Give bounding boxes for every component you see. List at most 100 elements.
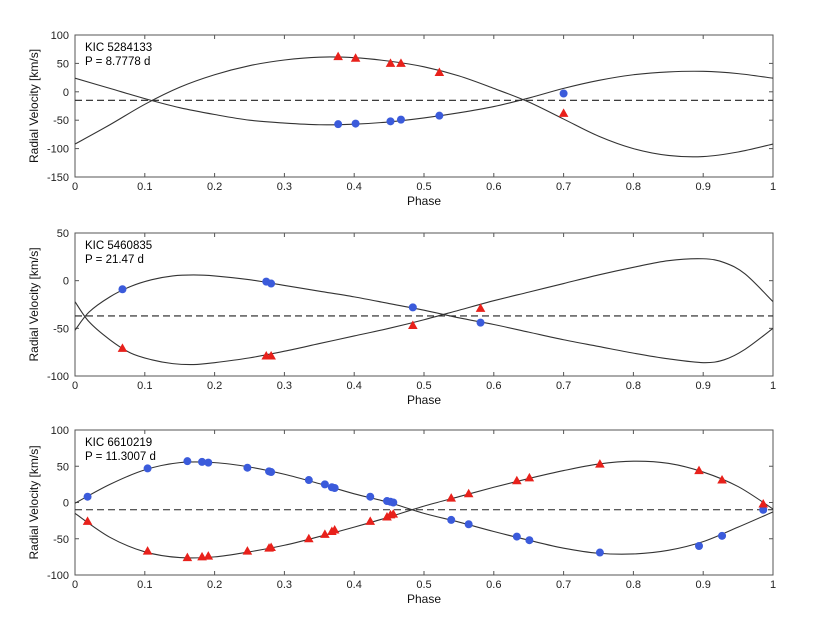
primary-data-point: [143, 464, 152, 473]
x-tick-label: 0.9: [696, 380, 711, 392]
primary-data-point: [389, 498, 398, 507]
x-axis-label: Phase: [407, 393, 441, 407]
x-tick-label: 0.4: [347, 579, 362, 591]
secondary-data-point: [182, 552, 193, 562]
primary-data-point: [396, 115, 405, 124]
y-tick-label: 50: [57, 228, 69, 240]
primary-data-point: [695, 542, 704, 550]
x-tick-label: 0.1: [137, 579, 152, 591]
x-tick-label: 0.9: [696, 579, 711, 591]
primary-data-point: [718, 531, 727, 540]
primary-data-point: [267, 468, 276, 477]
y-tick-label: -50: [53, 534, 69, 546]
secondary-data-point: [385, 58, 396, 67]
primary-data-point: [320, 480, 329, 489]
secondary-data-point: [524, 472, 535, 482]
x-tick-label: 0.5: [416, 579, 431, 591]
primary-data-point: [243, 463, 252, 472]
secondary-model-curve: [75, 258, 773, 366]
x-tick-label: 1: [770, 579, 776, 591]
x-tick-label: 0.4: [347, 181, 362, 193]
secondary-data-point: [266, 542, 276, 551]
panel-2: 0 0.1 0.2 0.3 0.4 0.5 0.6 0.7 0.8 0.9 1 50 0 -50 -100 P…: [27, 228, 776, 407]
period-label: P = 11.3007 d: [85, 451, 156, 463]
primary-data-point: [559, 89, 568, 98]
y-axis-label: Radial Velocity [km/s]: [27, 445, 41, 559]
primary-data-point: [183, 457, 192, 466]
object-label: KIC 6610219: [85, 437, 152, 449]
primary-data-point: [118, 285, 127, 294]
x-tick-label: 0: [72, 181, 78, 193]
primary-data-point: [464, 520, 473, 529]
period-label: P = 21.47 d: [85, 254, 144, 266]
x-tick-label: 0.2: [207, 181, 222, 193]
x-tick-label: 0.2: [207, 579, 222, 591]
primary-data-point: [408, 303, 417, 312]
x-tick-label: 0.8: [626, 181, 641, 193]
primary-data-point: [267, 279, 276, 288]
secondary-data-point: [512, 475, 522, 485]
y-tick-label: -50: [53, 323, 69, 335]
plot-frame: [74, 232, 774, 377]
primary-data-point: [435, 111, 444, 120]
x-tick-label: 0.1: [137, 380, 152, 392]
period-label: P = 8.7778 d: [85, 56, 150, 68]
y-tick-label: -100: [47, 570, 69, 582]
plot-frame: [74, 429, 774, 576]
primary-data-point: [386, 117, 395, 126]
x-axis-label: Phase: [407, 592, 441, 606]
secondary-data-point: [475, 303, 486, 312]
secondary-data-point: [558, 108, 569, 117]
x-tick-label: 0.2: [207, 380, 222, 392]
secondary-data-point: [117, 343, 128, 352]
primary-data-point: [512, 532, 521, 541]
secondary-data-point: [266, 350, 276, 360]
panel-1: 0 0.1 0.2 0.3 0.4 0.5 0.6 0.7 0.8 0.9 1 100 50 0 -50 -1…: [27, 30, 776, 208]
primary-data-point: [83, 492, 92, 501]
secondary-data-point: [242, 546, 253, 555]
primary-data-point: [759, 505, 768, 514]
y-axis-label: Radial Velocity [km/s]: [27, 247, 41, 361]
x-tick-label: 0.6: [486, 181, 501, 193]
secondary-data-point: [717, 475, 727, 484]
secondary-data-point: [396, 58, 406, 67]
y-tick-label: -50: [53, 115, 69, 127]
x-tick-label: 0.3: [277, 181, 292, 193]
secondary-data-point: [350, 53, 361, 62]
primary-data-point: [525, 536, 534, 545]
object-label: KIC 5460835: [85, 240, 152, 252]
primary-data-point: [304, 476, 313, 485]
secondary-data-point: [434, 67, 445, 76]
x-tick-label: 0.6: [486, 380, 501, 392]
x-tick-label: 0.3: [277, 380, 292, 392]
secondary-data-point: [388, 509, 399, 518]
secondary-data-point: [595, 459, 605, 468]
x-tick-label: 0.9: [696, 181, 711, 193]
primary-data-point: [204, 458, 213, 467]
secondary-data-point: [694, 465, 704, 475]
secondary-data-point: [320, 529, 330, 538]
x-tick-label: 0.8: [626, 380, 641, 392]
secondary-data-point: [142, 546, 153, 555]
x-tick-label: 0.7: [556, 181, 571, 193]
primary-data-point: [334, 120, 343, 129]
secondary-data-point: [408, 320, 418, 329]
x-tick-label: 1: [770, 380, 776, 392]
primary-data-point: [476, 318, 485, 327]
secondary-data-point: [329, 525, 340, 534]
secondary-data-point: [203, 551, 214, 560]
x-tick-label: 0.7: [556, 380, 571, 392]
primary-data-point: [366, 492, 375, 501]
y-tick-label: 0: [63, 498, 69, 510]
secondary-data-point: [82, 516, 93, 525]
x-tick-label: 0.5: [416, 380, 431, 392]
primary-model-curve: [75, 70, 773, 126]
x-tick-label: 0: [72, 380, 78, 392]
x-tick-label: 0.3: [277, 579, 292, 591]
secondary-data-point: [365, 516, 376, 525]
y-tick-label: 100: [51, 425, 69, 437]
secondary-data-point: [304, 533, 314, 543]
secondary-data-point: [463, 488, 474, 498]
y-tick-label: 50: [57, 461, 69, 473]
y-tick-label: 0: [63, 87, 69, 99]
